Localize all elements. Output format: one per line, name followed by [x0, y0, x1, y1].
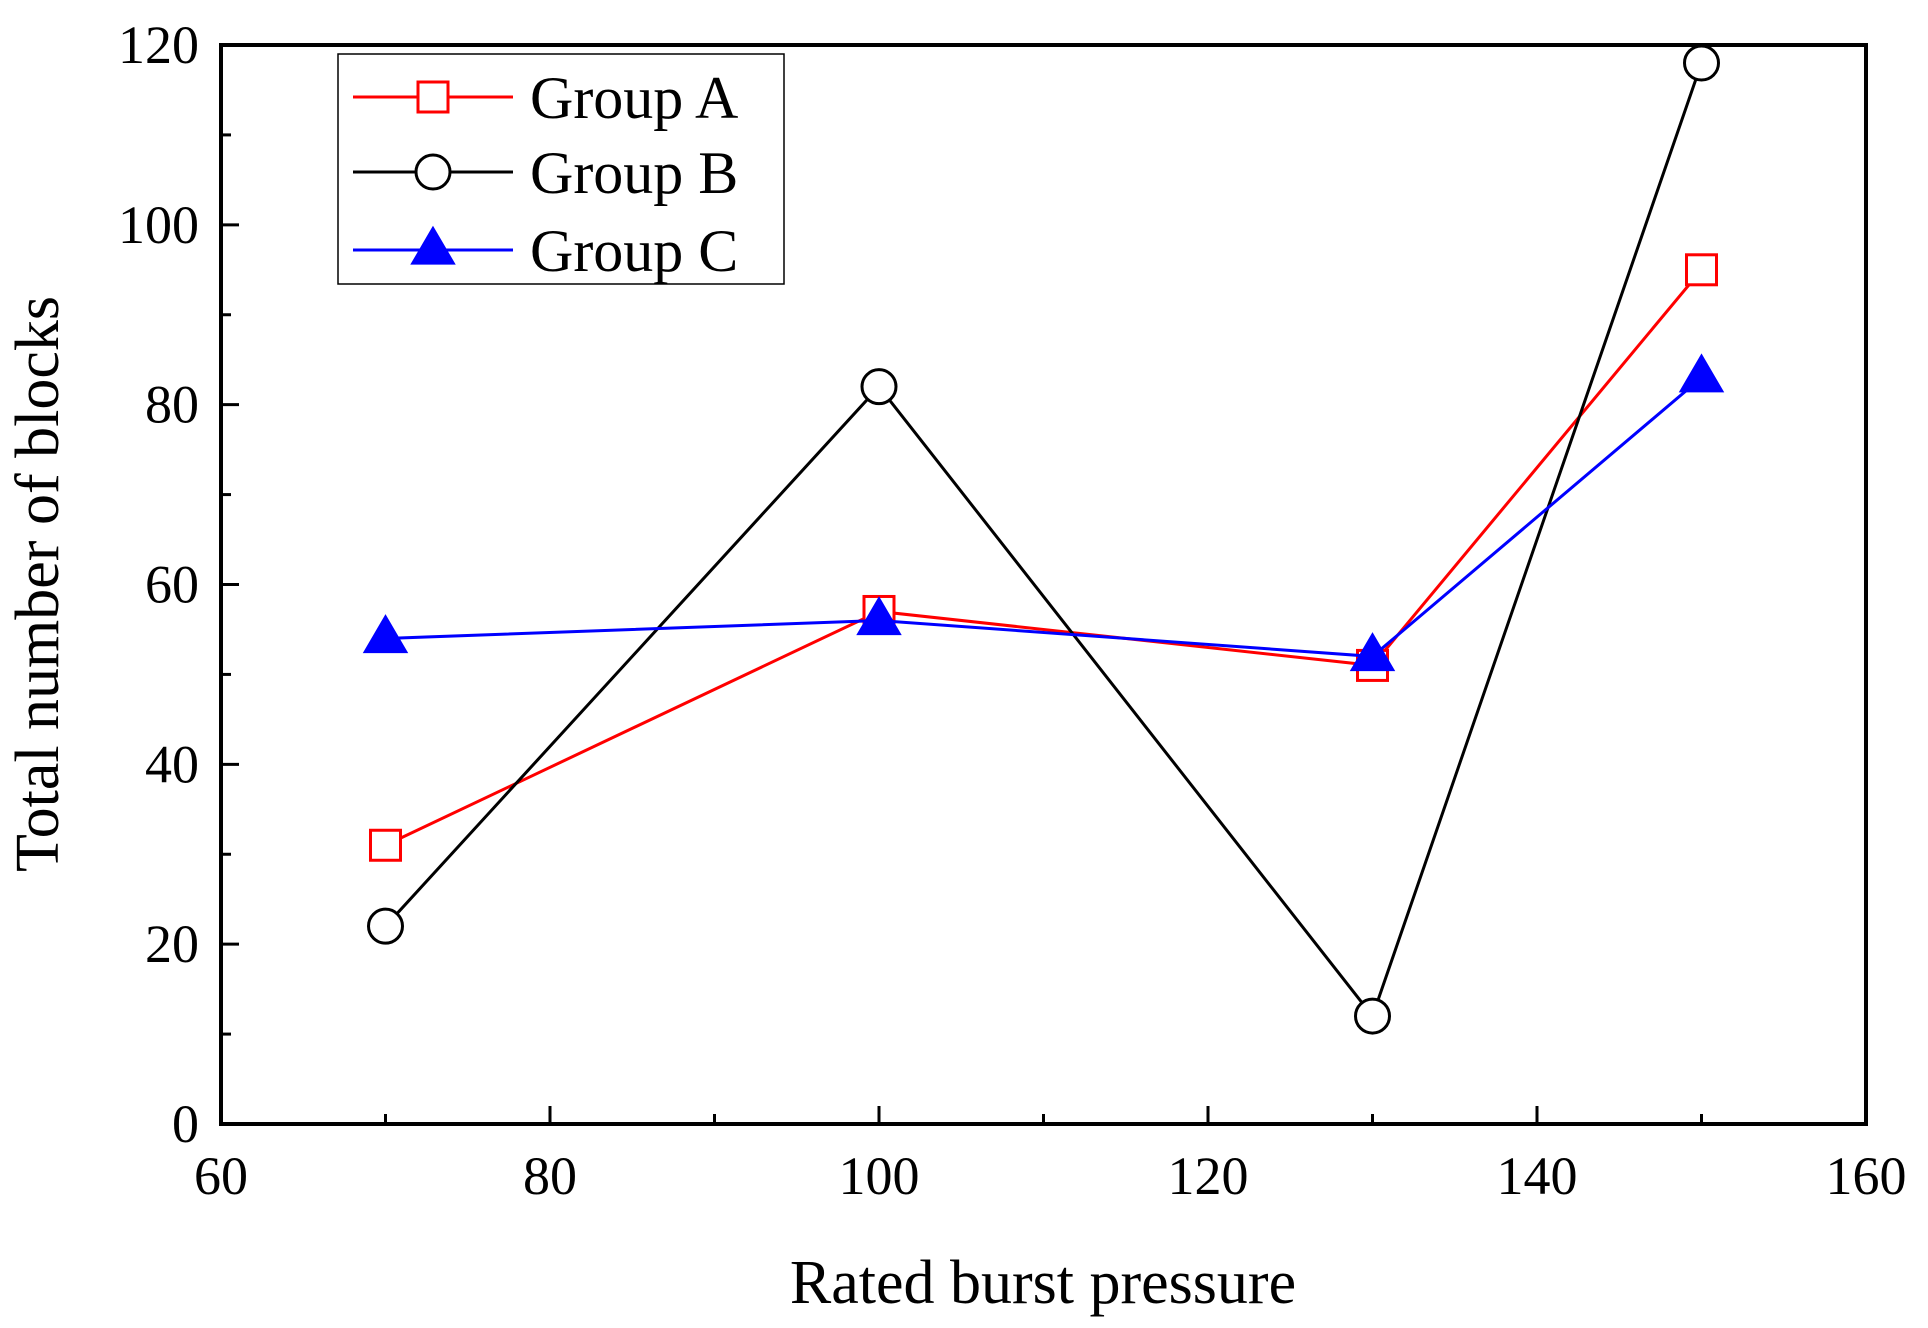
series-group-a: [369, 253, 1718, 862]
data-point: [1354, 997, 1391, 1035]
series-line: [384, 62, 1703, 1020]
legend-marker: [414, 153, 452, 191]
x-tick-label: 100: [839, 1146, 920, 1206]
y-axis-title: Total number of blocks: [4, 296, 72, 872]
y-tick-label: 120: [118, 15, 199, 75]
legend: Group A Group B Group C: [337, 53, 785, 285]
y-tick-label: 0: [172, 1094, 199, 1154]
y-tick-label: 80: [145, 375, 199, 435]
series-group-b: [367, 44, 1720, 1035]
series-line: [385, 376, 1703, 658]
y-tick-label: 20: [145, 914, 199, 974]
data-point: [369, 828, 402, 862]
legend-entry: Group C: [353, 218, 738, 284]
x-tick-label: 140: [1497, 1146, 1578, 1206]
x-axis-title: Rated burst pressure: [790, 1249, 1296, 1317]
data-point: [1685, 253, 1718, 287]
data-point: [1349, 632, 1396, 672]
legend-marker: [416, 80, 450, 114]
legend-marker: [410, 225, 456, 265]
data-point: [1678, 353, 1725, 393]
y-tick-label: 100: [118, 195, 199, 255]
plot-frame: [219, 43, 1868, 1126]
x-tick-label: 80: [523, 1146, 577, 1206]
x-tick-label: 60: [194, 1146, 248, 1206]
data-point: [860, 368, 898, 406]
legend-entry: Group B: [353, 140, 738, 206]
legend-label: Group C: [530, 218, 738, 284]
data-point: [1683, 44, 1720, 82]
y-tick-label: 60: [145, 555, 199, 615]
data-point: [362, 614, 409, 654]
tick-labels: 60 80 100 120 140 160 0 20 40 60 80 100 120: [118, 15, 1907, 1206]
series-line: [384, 268, 1703, 847]
legend-frame: [337, 53, 785, 285]
data-point: [367, 907, 404, 945]
data-point: [856, 596, 902, 636]
y-tick-label: 40: [145, 734, 199, 794]
series-group-c: [362, 353, 1725, 672]
legend-label: Group A: [530, 65, 738, 131]
series-layer: [362, 44, 1725, 1035]
legend-label: Group B: [530, 140, 738, 206]
x-tick-label: 120: [1168, 1146, 1249, 1206]
legend-entry: Group A: [353, 65, 738, 131]
x-tick-label: 160: [1826, 1146, 1907, 1206]
